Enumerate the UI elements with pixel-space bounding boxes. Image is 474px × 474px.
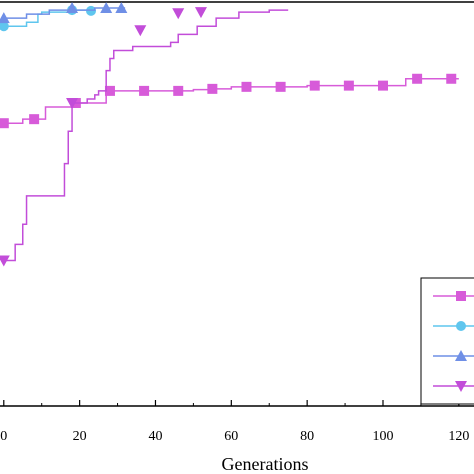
data-point — [0, 118, 9, 129]
x-tick-label: 80 — [300, 429, 314, 444]
series-layer — [0, 2, 459, 267]
series-4 — [0, 7, 289, 267]
legend-marker — [455, 381, 467, 392]
data-point — [100, 2, 113, 14]
data-point — [29, 114, 40, 125]
data-point — [377, 80, 388, 91]
legend-box — [420, 277, 474, 405]
plot-area: 0 20 40 60 80 100 120 — [0, 1, 474, 444]
data-point — [115, 2, 128, 14]
legend-marker — [456, 291, 466, 301]
data-point — [0, 255, 10, 267]
data-point — [0, 12, 10, 24]
data-point — [172, 8, 185, 20]
data-point — [86, 5, 97, 16]
data-point — [194, 7, 207, 19]
legend — [420, 277, 474, 405]
data-point — [0, 21, 9, 32]
x-axis-title: Generations — [222, 454, 309, 474]
x-tick-label: 120 — [448, 429, 469, 444]
data-point — [134, 25, 147, 37]
data-point — [275, 81, 286, 92]
legend-items — [433, 291, 474, 392]
x-tick-label: 60 — [224, 429, 238, 444]
data-point — [412, 73, 423, 84]
data-point — [309, 80, 320, 91]
x-tick-label: 0 — [0, 429, 7, 444]
legend-marker — [455, 350, 467, 361]
data-point — [343, 80, 354, 91]
data-point — [207, 83, 218, 94]
x-axis-ticks: 0 20 40 60 80 100 120 — [0, 400, 469, 444]
data-point — [241, 81, 252, 92]
x-tick-label: 40 — [148, 429, 162, 444]
series-line — [3, 9, 289, 262]
series-3 — [0, 2, 128, 24]
data-point — [173, 85, 184, 96]
legend-marker — [456, 321, 466, 331]
series-line — [3, 78, 459, 124]
data-point — [66, 2, 79, 14]
x-tick-label: 20 — [73, 429, 87, 444]
data-point — [104, 85, 115, 96]
data-point — [66, 98, 79, 109]
data-point — [139, 85, 150, 96]
series-line — [3, 7, 126, 19]
x-tick-label: 100 — [372, 429, 393, 444]
data-point — [446, 73, 457, 84]
